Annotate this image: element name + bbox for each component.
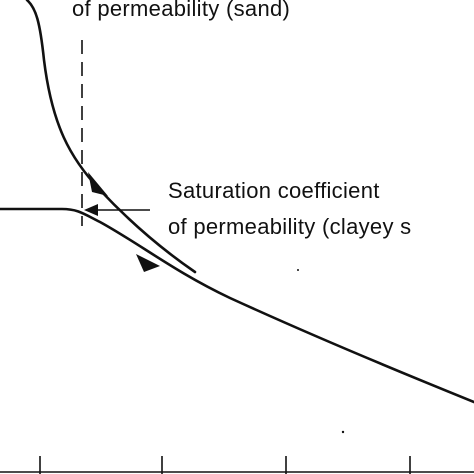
speck	[297, 269, 299, 271]
clayey-curve	[0, 207, 474, 404]
pointer-arrow	[84, 204, 98, 216]
sand-curve	[25, 0, 197, 274]
sand-label: of permeability (sand)	[72, 0, 290, 21]
clayey-label-line1: Saturation coefficient	[168, 178, 380, 203]
sand-arrow	[88, 172, 108, 196]
clayey-arrow	[136, 254, 160, 272]
speck	[341, 430, 345, 434]
clayey-label-line2: of permeability (clayey s	[168, 214, 411, 239]
